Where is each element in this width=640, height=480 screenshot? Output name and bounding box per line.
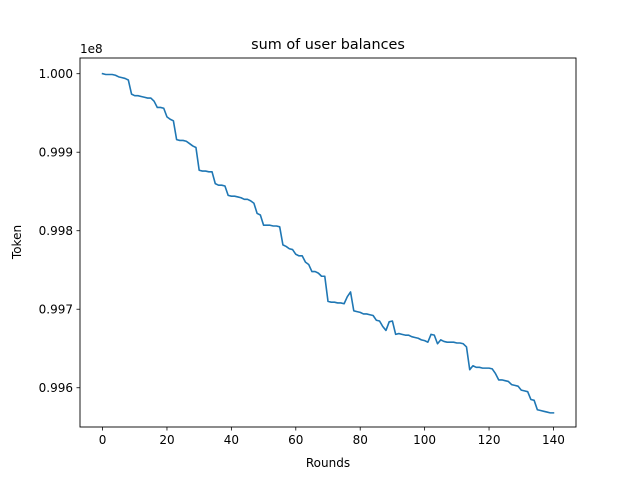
x-tick-label: 0 (99, 433, 107, 447)
x-tick-label: 140 (542, 433, 565, 447)
y-axis-offset-label: 1e8 (80, 42, 103, 56)
y-tick-label: 1.000 (39, 67, 73, 81)
x-tick-label: 100 (413, 433, 436, 447)
y-axis-label: Token (10, 225, 24, 260)
x-tick-label: 40 (224, 433, 239, 447)
plot-frame (79, 57, 577, 428)
y-tick-label: 0.997 (39, 303, 73, 317)
x-tick-label: 20 (159, 433, 174, 447)
chart-title: sum of user balances (251, 37, 405, 53)
y-tick-label: 0.996 (39, 381, 73, 395)
x-axis-label: Rounds (306, 456, 350, 470)
x-tick-label: 120 (478, 433, 501, 447)
x-tick-label: 80 (353, 433, 368, 447)
y-tick-label: 0.998 (39, 224, 73, 238)
y-tick-label: 0.999 (39, 146, 73, 160)
x-axis-ticks: 0 20 40 60 80 100 120 140 (99, 427, 565, 447)
x-tick-label: 60 (288, 433, 303, 447)
series-line (101, 72, 555, 414)
y-axis-ticks: 0.996 0.997 0.998 0.999 1.000 (39, 67, 80, 395)
